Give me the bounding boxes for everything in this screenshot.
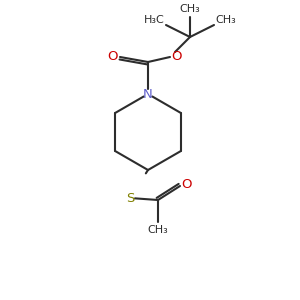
Text: O: O: [182, 178, 192, 190]
Text: O: O: [172, 50, 182, 62]
Text: H₃C: H₃C: [144, 15, 164, 25]
Text: O: O: [108, 50, 118, 62]
Text: CH₃: CH₃: [216, 15, 236, 25]
Text: N: N: [143, 88, 153, 100]
Text: CH₃: CH₃: [180, 4, 200, 14]
Text: CH₃: CH₃: [148, 225, 168, 235]
Text: S: S: [126, 191, 134, 205]
